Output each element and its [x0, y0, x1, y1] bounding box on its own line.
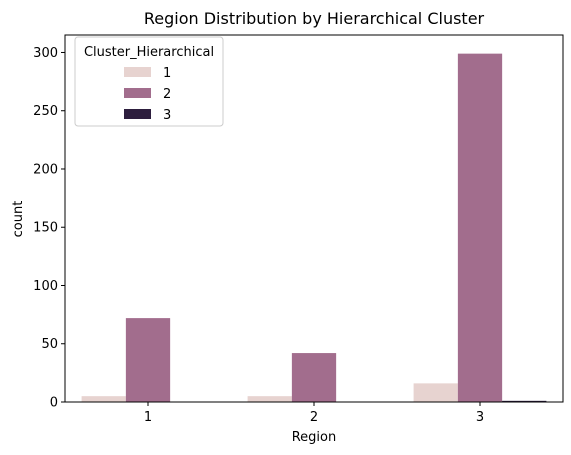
legend: Cluster_Hierarchical 1 2 3: [74, 36, 224, 127]
y-tick-label: 100: [33, 279, 58, 294]
bar-region-2-cluster-2: [291, 353, 337, 402]
legend-entries: 1 2 3: [124, 66, 171, 123]
x-tick-label: 3: [476, 410, 484, 425]
bar-region-3-cluster-2: [457, 53, 503, 402]
legend-swatch-cluster-2: [124, 88, 151, 98]
legend-label-cluster-3: 3: [163, 108, 171, 123]
x-axis-label: Region: [292, 430, 337, 445]
legend-frame: [74, 36, 224, 127]
axes-layer: 0 50 100 150 200 250 300 1 2 3: [33, 34, 564, 425]
bar-region-3-cluster-1: [413, 383, 458, 402]
bar-region-1-cluster-1: [81, 396, 126, 402]
legend-label-cluster-1: 1: [163, 66, 171, 81]
chart-title: Region Distribution by Hierarchical Clus…: [144, 9, 485, 28]
bar-region-3-cluster-3: [502, 400, 547, 402]
legend-title: Cluster_Hierarchical: [84, 45, 214, 60]
y-tick-label: 150: [33, 221, 58, 236]
y-tick-label: 50: [41, 337, 58, 352]
legend-swatch-cluster-1: [124, 67, 151, 77]
legend-label-cluster-2: 2: [163, 87, 171, 102]
y-tick-label: 300: [33, 46, 58, 61]
legend-swatch-cluster-3: [124, 109, 151, 119]
x-tick-label: 1: [144, 410, 152, 425]
bar-region-2-cluster-1: [247, 396, 292, 402]
bars-layer: [81, 53, 547, 402]
y-tick-label: 250: [33, 104, 58, 119]
y-axis-label: count: [11, 201, 26, 238]
y-tick-label: 0: [50, 396, 58, 411]
x-tick-label: 2: [310, 410, 318, 425]
y-tick-label: 200: [33, 162, 58, 177]
bar-region-1-cluster-2: [125, 318, 171, 402]
